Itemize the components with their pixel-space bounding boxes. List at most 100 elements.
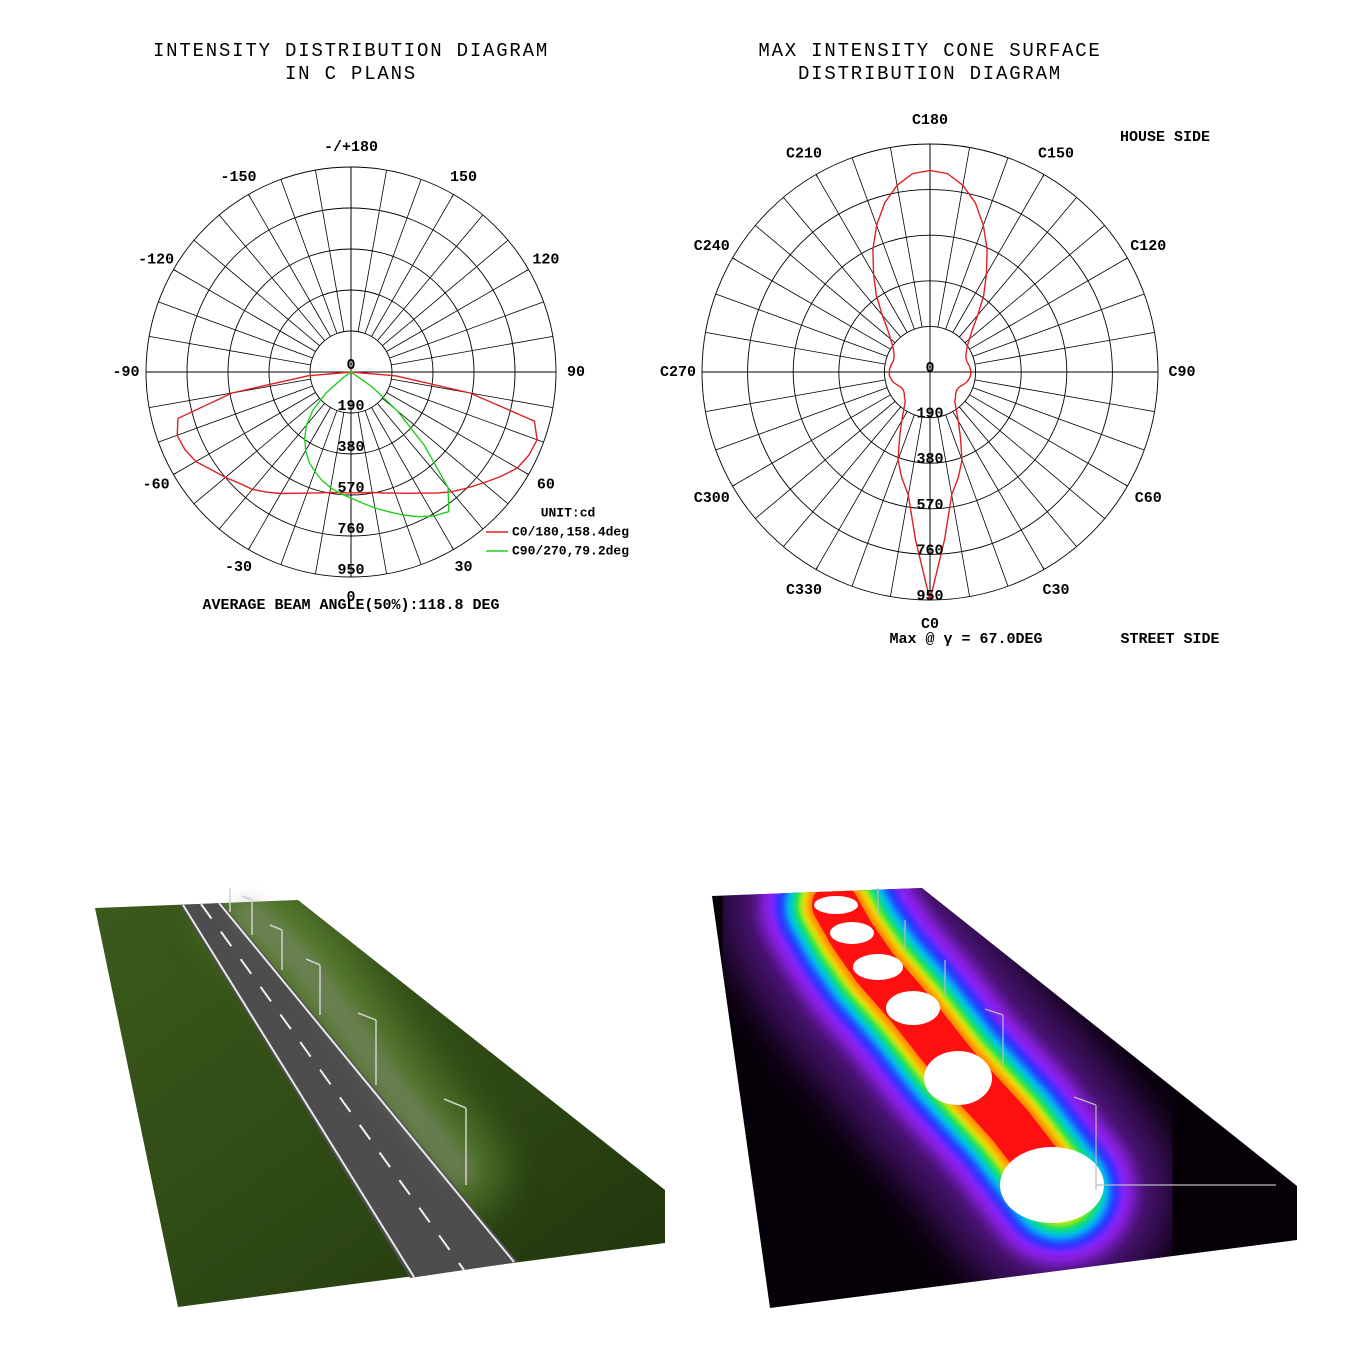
angle-tick-label: -30 bbox=[225, 559, 252, 576]
road-light bbox=[235, 900, 475, 1185]
angle-tick bbox=[815, 566, 818, 570]
grid-spoke bbox=[851, 157, 915, 330]
grid-spoke bbox=[969, 257, 1128, 350]
legend-label: C90/270,79.2deg bbox=[512, 543, 629, 558]
legend-label: C0/180,158.4deg bbox=[512, 524, 629, 539]
grid-spoke bbox=[371, 407, 454, 550]
radial-tick-label: 950 bbox=[916, 588, 943, 605]
grid-spoke bbox=[377, 403, 484, 530]
grid-spoke bbox=[364, 410, 422, 565]
grid-spoke bbox=[218, 214, 325, 341]
angle-tick-label: C60 bbox=[1135, 490, 1162, 507]
grid-spoke bbox=[193, 398, 320, 505]
grid-spoke bbox=[715, 293, 888, 357]
grid-spoke bbox=[972, 293, 1145, 357]
grid-spoke bbox=[218, 403, 325, 530]
grid-spoke bbox=[386, 269, 529, 352]
grid-spoke bbox=[815, 174, 908, 333]
grid-spoke bbox=[158, 301, 313, 359]
radial-tick-label: 570 bbox=[916, 497, 943, 514]
radial-tick-label: 190 bbox=[337, 398, 364, 415]
angle-tick bbox=[173, 269, 177, 272]
grid-spoke bbox=[315, 170, 345, 332]
angle-tick-label: C300 bbox=[694, 490, 730, 507]
intensity-curve bbox=[872, 169, 988, 601]
grid-spoke bbox=[280, 410, 338, 565]
grid-spoke bbox=[952, 174, 1045, 333]
angle-tick-label: -120 bbox=[138, 251, 174, 268]
angle-tick-label: -60 bbox=[143, 476, 170, 493]
angle-tick bbox=[1124, 257, 1128, 260]
angle-tick-label: C240 bbox=[694, 238, 730, 255]
chart-subtitle: IN C PLANS bbox=[285, 63, 417, 85]
heatmap bbox=[720, 888, 1175, 1305]
angle-tick bbox=[1124, 484, 1128, 487]
angle-tick-label: 90 bbox=[567, 364, 585, 381]
chart-title: INTENSITY DISTRIBUTION DIAGRAM bbox=[153, 40, 549, 62]
angle-tick-label: C90 bbox=[1168, 364, 1195, 381]
radial-tick-label: 950 bbox=[337, 562, 364, 579]
grid-spoke bbox=[149, 336, 311, 366]
road-render bbox=[95, 888, 665, 1307]
grid-spoke bbox=[815, 411, 908, 570]
grid-spoke bbox=[937, 147, 970, 328]
radial-tick-label: 570 bbox=[337, 480, 364, 497]
grid-spoke bbox=[705, 332, 886, 365]
grid-spoke bbox=[945, 157, 1009, 330]
radial-tick-label: 760 bbox=[916, 542, 943, 559]
angle-tick-label: 0 bbox=[346, 589, 355, 606]
grid-spoke bbox=[755, 401, 896, 519]
grid-spoke bbox=[382, 398, 509, 505]
grid-spoke bbox=[248, 194, 331, 337]
angle-tick bbox=[525, 472, 529, 475]
light-poles bbox=[229, 888, 467, 1185]
angle-tick-label: 60 bbox=[537, 476, 555, 493]
angle-tick bbox=[173, 472, 177, 475]
light-poles bbox=[877, 888, 1276, 1190]
angle-tick-label: C180 bbox=[912, 112, 948, 129]
grid-spoke bbox=[964, 401, 1105, 519]
grid-spoke bbox=[974, 332, 1155, 365]
intensity-curve bbox=[303, 371, 450, 518]
grid-spoke bbox=[890, 416, 923, 597]
angle-tick-label: -90 bbox=[112, 364, 139, 381]
grid-spoke bbox=[964, 225, 1105, 343]
false-color-render bbox=[712, 888, 1297, 1308]
intensity-curve bbox=[176, 371, 538, 495]
angle-tick bbox=[732, 257, 736, 260]
angle-tick bbox=[248, 546, 251, 550]
radial-tick-label: 760 bbox=[337, 521, 364, 538]
angle-tick bbox=[815, 174, 818, 178]
radial-tick-label: 380 bbox=[337, 439, 364, 456]
grid-spoke bbox=[959, 406, 1077, 547]
unit-label: UNIT:cd bbox=[541, 505, 596, 520]
grid-spoke bbox=[280, 179, 338, 334]
grid-spoke bbox=[158, 385, 313, 443]
grid-spoke bbox=[755, 225, 896, 343]
grid-spoke bbox=[173, 392, 316, 475]
grid-spoke bbox=[972, 387, 1145, 451]
footer-note: AVERAGE BEAM ANGLE(50%):118.8 DEG bbox=[202, 597, 499, 614]
lane-line bbox=[200, 903, 465, 1271]
grid-spoke bbox=[715, 387, 888, 451]
grid-spoke bbox=[851, 414, 915, 587]
angle-tick bbox=[451, 546, 454, 550]
radial-tick-label: 380 bbox=[916, 451, 943, 468]
angle-tick bbox=[248, 194, 251, 198]
angle-tick-label: C120 bbox=[1130, 238, 1166, 255]
chart-title: MAX INTENSITY CONE SURFACE bbox=[758, 40, 1101, 62]
grid-spoke bbox=[371, 194, 454, 337]
angle-tick-label: C270 bbox=[660, 364, 696, 381]
annotation: Max @ γ = 67.0DEG bbox=[889, 631, 1042, 648]
grid-spoke bbox=[382, 239, 509, 346]
grid-spoke bbox=[732, 394, 891, 487]
chart-subtitle: DISTRIBUTION DIAGRAM bbox=[798, 63, 1062, 85]
grid-spoke bbox=[386, 392, 529, 475]
grid-spoke bbox=[732, 257, 891, 350]
annotation: STREET SIDE bbox=[1120, 631, 1219, 648]
annotation: HOUSE SIDE bbox=[1120, 129, 1210, 146]
angle-tick bbox=[525, 269, 529, 272]
angle-tick-label: C210 bbox=[786, 146, 822, 163]
